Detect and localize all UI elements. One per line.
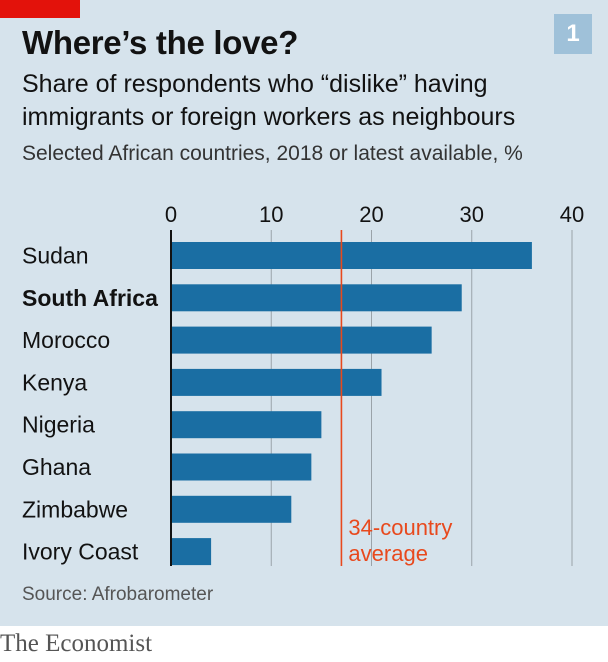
chart-title: Where’s the love? [22, 24, 299, 61]
average-label: average [348, 541, 428, 566]
category-label: Zimbabwe [22, 496, 128, 522]
chart-panel: 1 Where’s the love? Share of respondents… [0, 0, 608, 626]
bar [171, 326, 432, 354]
chart-number-badge: 1 [554, 14, 592, 54]
category-label: Ivory Coast [22, 539, 139, 565]
brand-red-tag [0, 0, 80, 18]
source-note: Source: Afrobarometer [22, 584, 214, 605]
x-tick-label: 20 [359, 202, 383, 227]
x-tick-label: 30 [460, 202, 484, 227]
chart-note: Selected African countries, 2018 or late… [22, 142, 523, 165]
bar [171, 368, 382, 396]
bar [171, 453, 312, 481]
category-label: Sudan [22, 243, 89, 269]
chart-subtitle: Share of respondents who “dislike” havin… [22, 70, 516, 131]
category-label: South Africa [22, 285, 158, 311]
bar [171, 284, 462, 312]
category-label: Morocco [22, 327, 110, 353]
x-tick-label: 10 [259, 202, 283, 227]
x-tick-label: 40 [560, 202, 584, 227]
publisher-footer: The Economist [0, 630, 153, 657]
category-label: Nigeria [22, 412, 95, 438]
category-label: Kenya [22, 369, 87, 395]
bar [171, 538, 212, 566]
bar [171, 495, 292, 523]
bar [171, 411, 322, 439]
average-label: 34-country [348, 515, 452, 540]
x-tick-label: 0 [165, 202, 177, 227]
bar [171, 242, 532, 269]
bar-chart: 0 10 20 30 40 Sudan South Africa Morocco Kenya Ni… [22, 202, 584, 566]
category-label: Ghana [22, 454, 91, 480]
